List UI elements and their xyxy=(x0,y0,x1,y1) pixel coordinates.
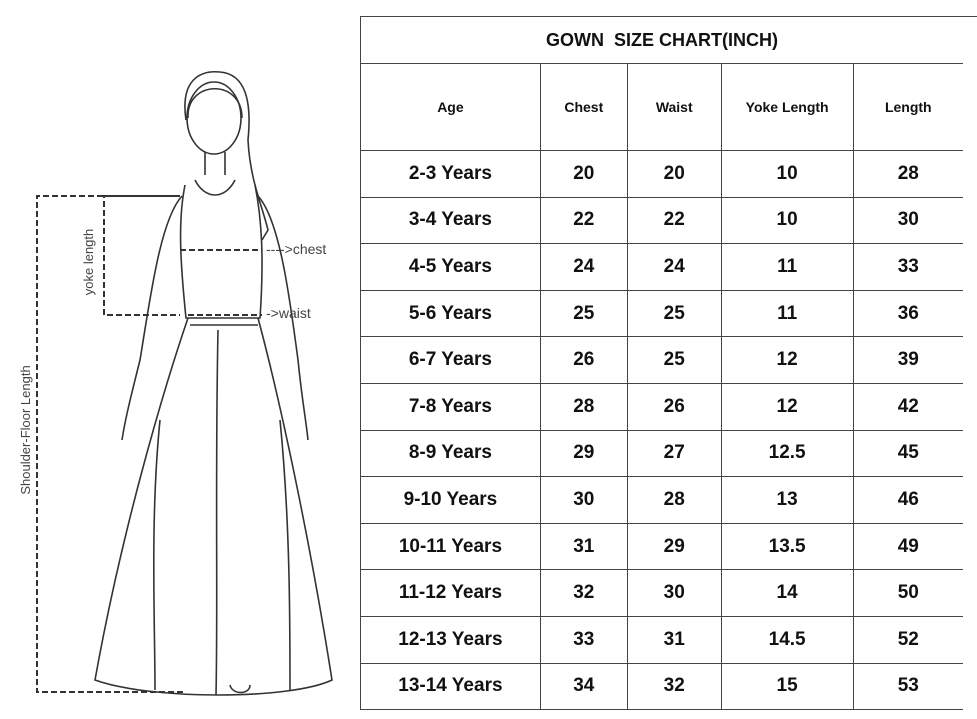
table-cell: 12 xyxy=(720,382,854,431)
table-row: 9-10 Years 30 28 13 46 xyxy=(360,476,963,524)
table-cell: 14 xyxy=(720,569,854,617)
table-cell: 25 xyxy=(626,336,722,384)
header-cell: Age xyxy=(360,63,541,151)
table-cell: 11-12 Years xyxy=(360,569,541,617)
table-cell: 14.5 xyxy=(720,615,854,664)
table-cell: 30 xyxy=(852,196,963,245)
table-row: 5-6 Years 25 25 11 36 xyxy=(360,289,963,338)
table-row: 13-14 Years 34 32 15 53 xyxy=(360,662,963,711)
table-cell: 6-7 Years xyxy=(360,336,541,384)
table-cell: 22 xyxy=(539,196,628,245)
yoke-label: yoke length xyxy=(81,229,96,296)
table-cell: 24 xyxy=(626,243,722,291)
table-cell: 7-8 Years xyxy=(360,382,541,431)
table-cell: 45 xyxy=(852,429,963,478)
table-cell: 10-11 Years xyxy=(360,522,541,571)
table-cell: 20 xyxy=(626,150,722,198)
table-cell: 33 xyxy=(539,615,628,664)
waist-label: ->waist xyxy=(266,305,311,321)
table-cell: 10 xyxy=(720,150,854,198)
table-row: 11-12 Years 32 30 14 50 xyxy=(360,569,963,617)
table-cell: 31 xyxy=(626,615,722,664)
header-cell: Chest xyxy=(539,63,628,151)
table-row: 3-4 Years 22 22 10 30 xyxy=(360,196,963,245)
table-cell: 39 xyxy=(852,336,963,384)
table-cell: 50 xyxy=(852,569,963,617)
table-row: 6-7 Years 26 25 12 39 xyxy=(360,336,963,384)
table-cell: 25 xyxy=(539,289,628,338)
table-cell: 27 xyxy=(626,429,722,478)
table-cell: 11 xyxy=(720,243,854,291)
size-table: GOWN SIZE CHART(INCH) Age Chest Waist Yoke … xyxy=(360,16,963,711)
table-cell: 5-6 Years xyxy=(360,289,541,338)
table-cell: 30 xyxy=(539,476,628,524)
table-cell: 3-4 Years xyxy=(360,196,541,245)
table-cell: 15 xyxy=(720,662,854,711)
header-row: Age Chest Waist Yoke Length Length xyxy=(360,63,963,151)
table-cell: 12-13 Years xyxy=(360,615,541,664)
table-cell: 12.5 xyxy=(720,429,854,478)
top-rule xyxy=(360,16,977,17)
table-cell: 46 xyxy=(852,476,963,524)
table-title: GOWN SIZE CHART(INCH) xyxy=(360,16,963,64)
table-row: 10-11 Years 31 29 13.5 49 xyxy=(360,522,963,571)
table-cell: 36 xyxy=(852,289,963,338)
table-cell: 29 xyxy=(626,522,722,571)
header-cell: Waist xyxy=(626,63,722,151)
table-row: 12-13 Years 33 31 14.5 52 xyxy=(360,615,963,664)
table-cell: 28 xyxy=(626,476,722,524)
table-cell: 28 xyxy=(852,150,963,198)
table-cell: 25 xyxy=(626,289,722,338)
table-cell: 4-5 Years xyxy=(360,243,541,291)
table-cell: 34 xyxy=(539,662,628,711)
table-cell: 42 xyxy=(852,382,963,431)
table-cell: 10 xyxy=(720,196,854,245)
table-cell: 12 xyxy=(720,336,854,384)
table-cell: 13 xyxy=(720,476,854,524)
chest-label: ---->chest xyxy=(266,241,326,257)
table-cell: 24 xyxy=(539,243,628,291)
table-cell: 49 xyxy=(852,522,963,571)
table-cell: 26 xyxy=(626,382,722,431)
table-cell: 33 xyxy=(852,243,963,291)
table-cell: 28 xyxy=(539,382,628,431)
table-cell: 32 xyxy=(626,662,722,711)
table-cell: 30 xyxy=(626,569,722,617)
table-cell: 31 xyxy=(539,522,628,571)
table-cell: 26 xyxy=(539,336,628,384)
table-cell: 22 xyxy=(626,196,722,245)
table-cell: 53 xyxy=(852,662,963,711)
table-cell: 11 xyxy=(720,289,854,338)
illustration: ---->chest ->waist yoke length Shoulder-… xyxy=(18,70,333,696)
table-cell: 13-14 Years xyxy=(360,662,541,711)
table-row: 4-5 Years 24 24 11 33 xyxy=(360,243,963,291)
table-cell: 8-9 Years xyxy=(360,429,541,478)
table-cell: 52 xyxy=(852,615,963,664)
table-row: 2-3 Years 20 20 10 28 xyxy=(360,150,963,198)
table-row: 7-8 Years 28 26 12 42 xyxy=(360,382,963,431)
header-cell: Length xyxy=(852,63,963,151)
shoulder-floor-label: Shoulder-Floor Length xyxy=(18,365,33,494)
header-cell: Yoke Length xyxy=(720,63,854,151)
table-cell: 2-3 Years xyxy=(360,150,541,198)
table-cell: 13.5 xyxy=(720,522,854,571)
table-row: 8-9 Years 29 27 12.5 45 xyxy=(360,429,963,478)
table-cell: 9-10 Years xyxy=(360,476,541,524)
table-cell: 32 xyxy=(539,569,628,617)
table-cell: 20 xyxy=(539,150,628,198)
table-cell: 29 xyxy=(539,429,628,478)
